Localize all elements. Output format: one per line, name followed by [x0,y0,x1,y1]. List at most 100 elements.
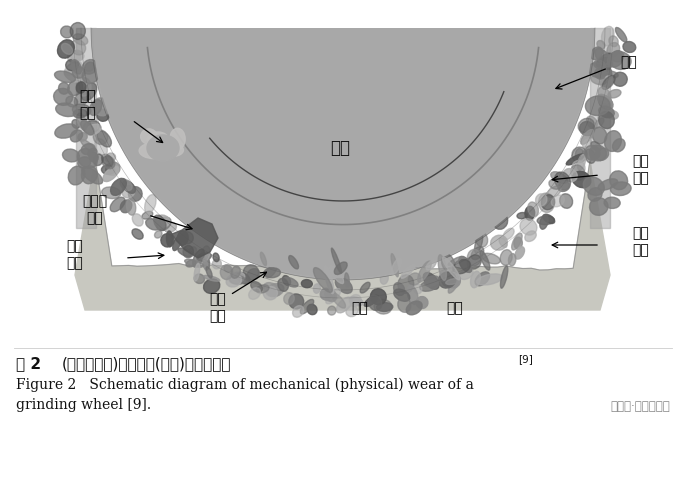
Ellipse shape [377,303,393,311]
Polygon shape [75,160,610,310]
Ellipse shape [147,135,179,161]
Ellipse shape [66,59,79,71]
Ellipse shape [585,149,595,163]
Ellipse shape [82,67,99,83]
Ellipse shape [589,145,606,161]
Ellipse shape [477,274,502,285]
Ellipse shape [503,228,514,240]
Ellipse shape [266,283,284,296]
Ellipse shape [331,248,342,273]
Polygon shape [76,28,96,228]
Ellipse shape [598,65,612,80]
Ellipse shape [293,306,304,317]
Ellipse shape [394,282,405,295]
Ellipse shape [128,187,142,201]
Ellipse shape [599,96,613,109]
Ellipse shape [549,180,560,189]
Ellipse shape [204,279,220,294]
Ellipse shape [248,288,261,299]
Ellipse shape [164,222,176,232]
Ellipse shape [81,139,96,153]
Ellipse shape [90,152,98,162]
Ellipse shape [584,146,600,160]
Ellipse shape [142,211,153,219]
Ellipse shape [587,116,598,129]
Ellipse shape [581,130,593,144]
Ellipse shape [300,299,314,314]
Ellipse shape [161,234,174,247]
Ellipse shape [571,165,584,180]
Ellipse shape [398,275,414,294]
Ellipse shape [102,156,115,169]
Ellipse shape [141,129,157,144]
Ellipse shape [391,258,401,274]
Ellipse shape [186,260,196,267]
Ellipse shape [482,253,500,264]
Ellipse shape [73,109,86,118]
Ellipse shape [102,165,115,174]
Text: 破碎
磨损: 破碎 磨损 [632,227,649,258]
Ellipse shape [607,42,619,57]
Ellipse shape [60,26,73,38]
Ellipse shape [54,88,73,106]
Ellipse shape [97,109,109,121]
Ellipse shape [167,231,173,247]
Ellipse shape [600,76,613,88]
Text: Figure 2   Schematic diagram of mechanical (physical) wear of a: Figure 2 Schematic diagram of mechanical… [16,378,474,392]
Ellipse shape [442,275,454,287]
Ellipse shape [558,182,569,191]
Ellipse shape [591,47,602,60]
Ellipse shape [595,68,606,79]
Ellipse shape [604,197,620,208]
Ellipse shape [539,193,554,213]
Ellipse shape [68,80,83,95]
Ellipse shape [599,111,615,129]
Ellipse shape [471,271,480,288]
Ellipse shape [283,276,291,285]
Polygon shape [91,28,595,280]
Ellipse shape [453,259,471,274]
Ellipse shape [78,133,87,141]
Ellipse shape [325,289,337,302]
Ellipse shape [314,284,320,293]
Ellipse shape [525,206,534,220]
Ellipse shape [555,172,571,190]
Ellipse shape [263,286,277,300]
Ellipse shape [189,247,196,256]
Ellipse shape [408,273,421,285]
Ellipse shape [585,96,610,116]
Ellipse shape [446,279,460,284]
Ellipse shape [230,275,246,284]
Ellipse shape [623,41,636,53]
Ellipse shape [607,52,623,67]
Ellipse shape [284,293,294,304]
Ellipse shape [572,172,591,187]
Ellipse shape [307,304,317,315]
Ellipse shape [76,82,86,93]
Ellipse shape [320,291,335,301]
Ellipse shape [54,71,75,82]
Ellipse shape [406,301,422,315]
Ellipse shape [83,120,100,133]
Ellipse shape [615,27,627,42]
Ellipse shape [237,272,250,284]
Ellipse shape [543,214,555,224]
Ellipse shape [394,289,410,301]
Text: 破碎
磨损: 破碎 磨损 [210,293,226,323]
Ellipse shape [82,144,95,155]
Ellipse shape [335,277,353,294]
Ellipse shape [69,166,85,185]
Ellipse shape [442,257,460,280]
Ellipse shape [609,52,631,69]
Ellipse shape [324,266,334,294]
Ellipse shape [64,61,82,75]
Ellipse shape [74,92,87,107]
Ellipse shape [612,51,624,62]
Ellipse shape [508,254,516,266]
Ellipse shape [78,148,97,168]
Ellipse shape [120,179,132,190]
Ellipse shape [82,166,97,184]
Ellipse shape [364,295,379,307]
Ellipse shape [206,267,212,278]
Ellipse shape [596,53,611,67]
